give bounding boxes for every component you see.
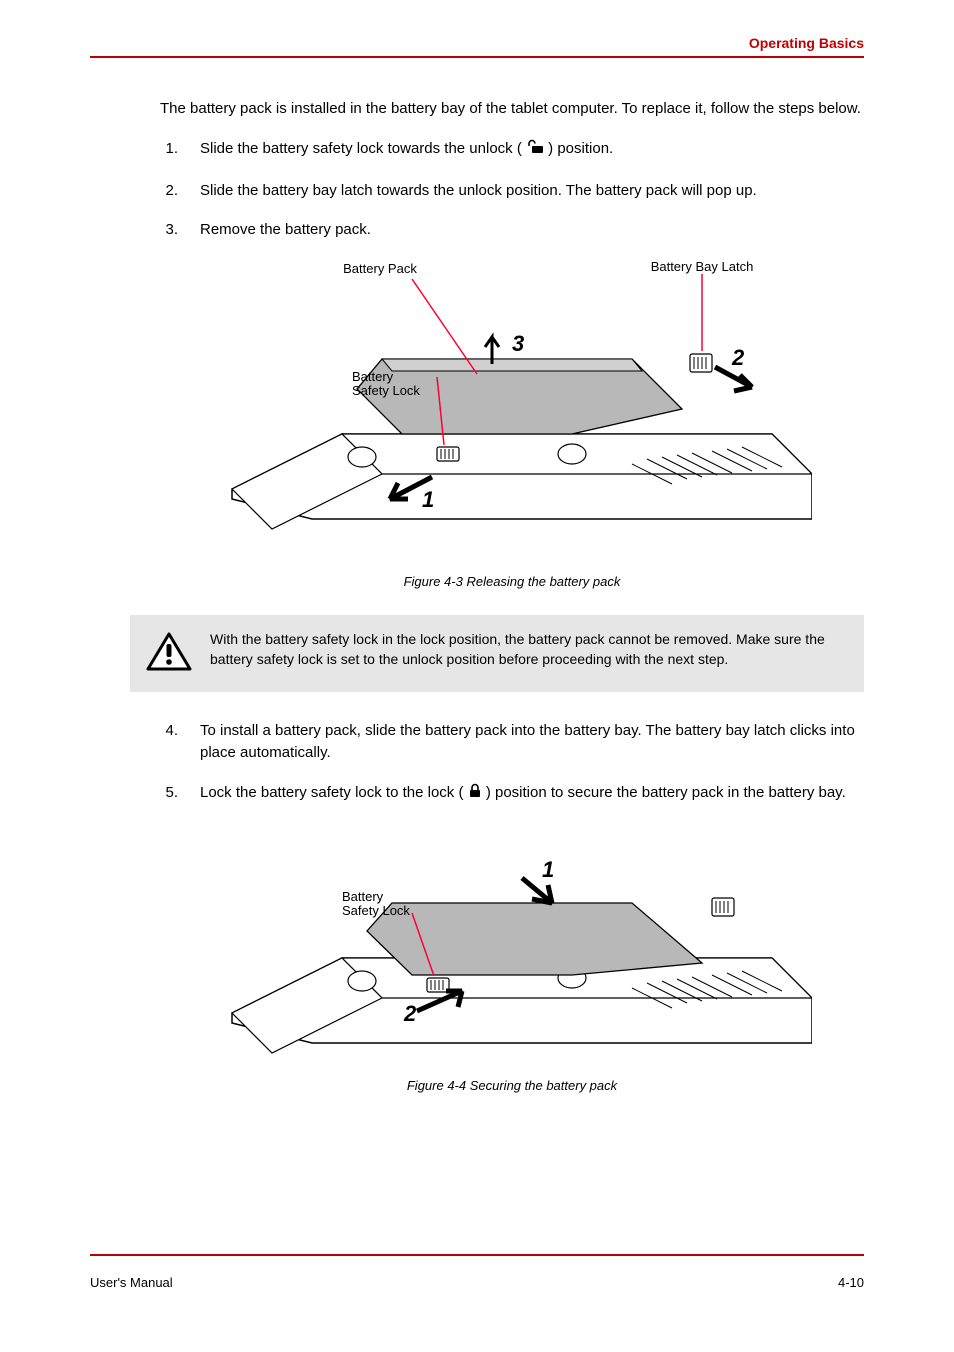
svg-text:2: 2 bbox=[731, 345, 745, 370]
step-number: 3. bbox=[160, 219, 178, 241]
page-header-section: Operating Basics bbox=[749, 35, 864, 51]
step-number: 2. bbox=[160, 180, 178, 202]
step-number: 4. bbox=[160, 720, 178, 764]
laptop-base-outline: 1 bbox=[232, 857, 812, 1053]
footer-left: User's Manual bbox=[90, 1275, 173, 1290]
figure-2-caption: Figure 4-4 Securing the battery pack bbox=[160, 1078, 864, 1093]
callout-battery-pack: Battery Pack bbox=[343, 261, 417, 276]
step-4: 4. To install a battery pack, slide the … bbox=[160, 720, 864, 764]
bottom-horizontal-rule bbox=[90, 1254, 864, 1256]
step-2: 2. Slide the battery bay latch towards t… bbox=[160, 180, 864, 202]
step-text-a: Lock the battery safety lock to the lock… bbox=[200, 784, 463, 801]
figure-1-caption: Figure 4-3 Releasing the battery pack bbox=[160, 574, 864, 589]
lock-icon bbox=[468, 783, 482, 806]
step-text: Lock the battery safety lock to the lock… bbox=[200, 782, 864, 806]
step-number: 1. bbox=[160, 138, 178, 162]
caution-icon bbox=[146, 629, 192, 678]
svg-text:1: 1 bbox=[542, 857, 554, 882]
step-5: 5. Lock the battery safety lock to the l… bbox=[160, 782, 864, 806]
step-text: To install a battery pack, slide the bat… bbox=[200, 720, 864, 764]
step-text-b: ) position to secure the battery pack in… bbox=[486, 784, 846, 801]
battery-bay-latch: 2 bbox=[690, 345, 752, 391]
svg-text:2: 2 bbox=[403, 1001, 417, 1026]
step-text-a: Slide the battery safety lock towards th… bbox=[200, 140, 522, 157]
svg-text:1: 1 bbox=[422, 487, 434, 512]
main-content: The battery pack is installed in the bat… bbox=[90, 58, 864, 1093]
step-3: 3. Remove the battery pack. bbox=[160, 219, 864, 241]
caution-box: With the battery safety lock in the lock… bbox=[130, 615, 864, 692]
step-1: 1. Slide the battery safety lock towards… bbox=[160, 138, 864, 162]
step-text: Slide the battery bay latch towards the … bbox=[200, 180, 864, 202]
laptop-base-outline: 3 2 bbox=[232, 331, 812, 529]
figure-2: 1 bbox=[160, 823, 864, 1068]
svg-text:3: 3 bbox=[512, 331, 524, 356]
step-text: Remove the battery pack. bbox=[200, 219, 864, 241]
step-text: Slide the battery safety lock towards th… bbox=[200, 138, 864, 162]
battery-bay-latch bbox=[712, 898, 734, 916]
caution-text: With the battery safety lock in the lock… bbox=[210, 629, 848, 678]
callout-battery-bay-latch: Battery Bay Latch bbox=[651, 259, 754, 274]
step-number: 5. bbox=[160, 782, 178, 806]
callout-battery-safety-lock: Battery Safety Lock bbox=[342, 889, 410, 918]
arrow-1: 1 bbox=[522, 857, 554, 903]
step-text-b: ) position. bbox=[548, 140, 613, 157]
figure-1: 3 2 bbox=[160, 259, 864, 564]
intro-paragraph: The battery pack is installed in the bat… bbox=[160, 98, 864, 120]
unlock-icon bbox=[526, 139, 544, 162]
footer-right: 4-10 bbox=[838, 1275, 864, 1290]
